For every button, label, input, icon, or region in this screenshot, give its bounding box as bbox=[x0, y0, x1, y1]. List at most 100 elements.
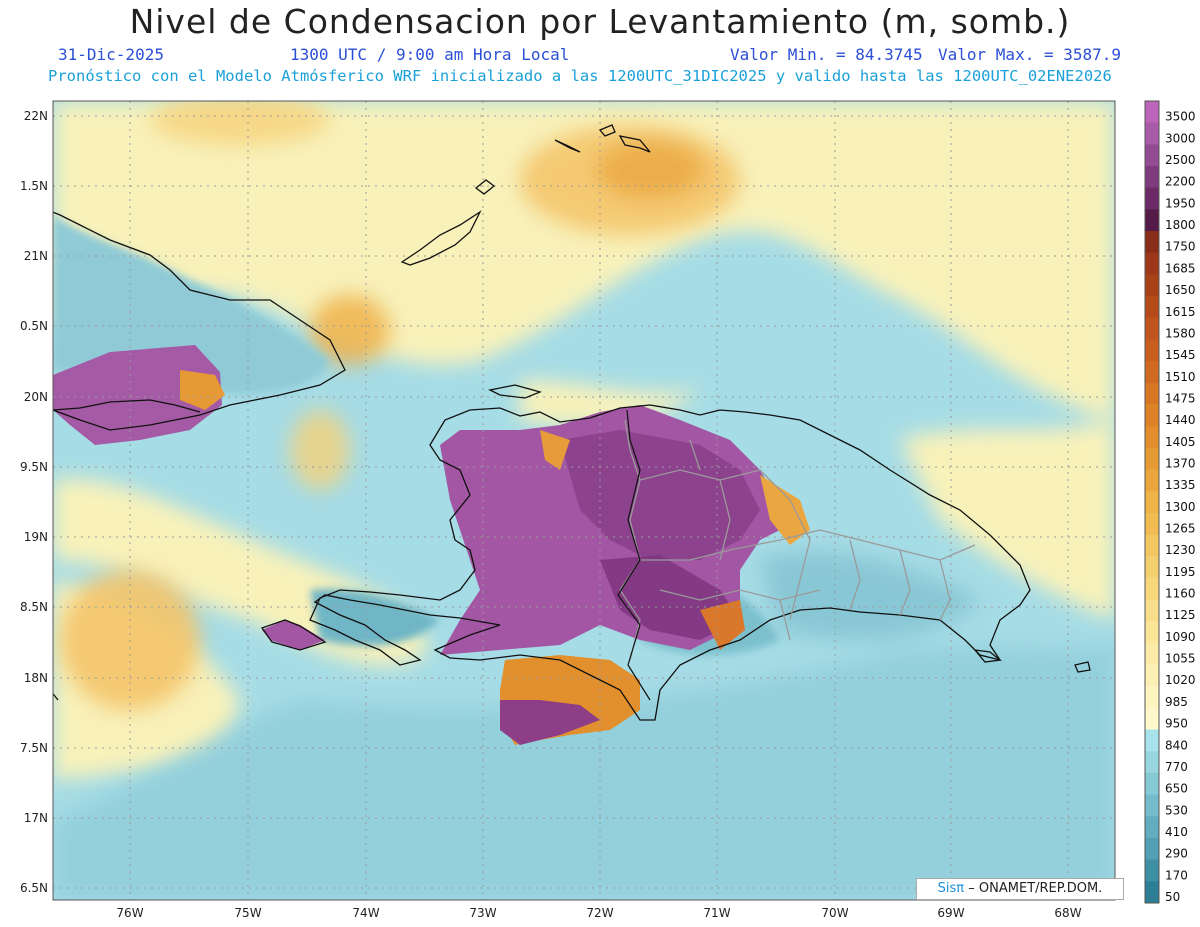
colorbar-label: 1580 bbox=[1165, 326, 1196, 340]
colorbar-swatch bbox=[1145, 772, 1159, 796]
colorbar-label: 3500 bbox=[1165, 110, 1196, 124]
credit-text: – ONAMET/REP.DOM. bbox=[968, 881, 1103, 896]
colorbar-label: 1750 bbox=[1165, 240, 1196, 254]
colorbar-swatch bbox=[1145, 252, 1159, 275]
colorbar-label: 290 bbox=[1165, 847, 1188, 861]
colorbar-label: 985 bbox=[1165, 695, 1188, 709]
colorbar-swatch bbox=[1145, 729, 1159, 752]
colorbar-label: 1950 bbox=[1165, 196, 1196, 210]
lat-label: 22N bbox=[24, 109, 48, 123]
colorbar-swatch bbox=[1145, 209, 1159, 232]
colorbar-swatch bbox=[1145, 166, 1159, 189]
lon-label: 72W bbox=[586, 906, 613, 920]
colorbar-swatch bbox=[1145, 794, 1159, 817]
colorbar-label: 1440 bbox=[1165, 413, 1196, 427]
colorbar-swatch bbox=[1145, 144, 1159, 167]
map-title: Nivel de Condensacion por Levantamiento … bbox=[129, 2, 1071, 41]
colorbar-label: 1090 bbox=[1165, 630, 1196, 644]
colorbar-label: 1370 bbox=[1165, 456, 1196, 470]
colorbar-label: 1650 bbox=[1165, 283, 1196, 297]
colorbar-swatch bbox=[1145, 512, 1159, 536]
colorbar-label: 2500 bbox=[1165, 153, 1196, 167]
lon-label: 76W bbox=[116, 906, 143, 920]
coastlines bbox=[53, 124, 1091, 721]
colorbar-swatch bbox=[1145, 534, 1159, 557]
longitude-labels: 76W 75W 74W 73W 72W 71W 70W 69W 68W bbox=[116, 906, 1081, 920]
lat-label: 8.5N bbox=[20, 600, 48, 614]
colorbar-swatch bbox=[1145, 382, 1159, 405]
colorbar-swatch bbox=[1145, 361, 1159, 384]
colorbar-swatch bbox=[1145, 491, 1159, 514]
lat-label: 6.5N bbox=[20, 881, 48, 895]
lon-label: 70W bbox=[821, 906, 848, 920]
colorbar-swatch bbox=[1145, 859, 1159, 882]
colorbar-label: 3000 bbox=[1165, 131, 1196, 145]
lon-label: 71W bbox=[703, 906, 730, 920]
colorbar-swatch bbox=[1145, 231, 1159, 254]
colorbar-swatch bbox=[1145, 101, 1159, 124]
colorbar-label: 1335 bbox=[1165, 478, 1196, 492]
colorbar-label: 1265 bbox=[1165, 522, 1196, 536]
colorbar-swatch bbox=[1145, 686, 1159, 709]
colorbar-label: 1020 bbox=[1165, 673, 1196, 687]
colorbar-label: 1475 bbox=[1165, 391, 1196, 405]
colorbar-swatch bbox=[1145, 447, 1159, 470]
lat-label: 7.5N bbox=[20, 741, 48, 755]
colorbar-swatch bbox=[1145, 642, 1159, 666]
lon-label: 74W bbox=[352, 906, 379, 920]
colorbar: 3500 3000 2500 2200 1950 1800 1750 1685 1650 1615… bbox=[1144, 100, 1196, 904]
colorbar-swatch bbox=[1145, 404, 1159, 427]
colorbar-swatch bbox=[1145, 274, 1159, 297]
min-value: Valor Min. = 84.3745 bbox=[730, 45, 923, 64]
colorbar-label: 2200 bbox=[1165, 175, 1196, 189]
colorbar-label: 1405 bbox=[1165, 435, 1196, 449]
province-borders bbox=[619, 419, 976, 661]
lat-label: 20N bbox=[24, 390, 48, 404]
colorbar-label: 950 bbox=[1165, 717, 1188, 731]
lat-label: 19N bbox=[24, 530, 48, 544]
colorbar-swatch bbox=[1145, 187, 1159, 210]
colorbar-swatch bbox=[1145, 296, 1159, 319]
colorbar-label: 1125 bbox=[1165, 608, 1196, 622]
colorbar-swatch bbox=[1145, 556, 1159, 579]
max-value: Valor Max. = 3587.9 bbox=[938, 45, 1122, 64]
colorbar-frame bbox=[1144, 100, 1160, 904]
colorbar-label: 50 bbox=[1165, 890, 1180, 904]
lat-label: 1.5N bbox=[20, 179, 48, 193]
lcl-shading bbox=[53, 101, 1115, 900]
colorbar-swatch bbox=[1145, 339, 1159, 362]
lon-label: 75W bbox=[234, 906, 261, 920]
colorbar-swatch bbox=[1145, 122, 1159, 145]
colorbar-swatch bbox=[1145, 317, 1159, 340]
credit-box: Sisπ – ONAMET/REP.DOM. bbox=[916, 878, 1124, 900]
colorbar-label: 840 bbox=[1165, 738, 1188, 752]
lat-label: 18N bbox=[24, 671, 48, 685]
colorbar-label: 1685 bbox=[1165, 261, 1196, 275]
colorbar-label: 530 bbox=[1165, 803, 1188, 817]
sispi-logo-text: Sisπ bbox=[937, 881, 965, 896]
colorbar-swatch bbox=[1145, 621, 1159, 644]
latitude-labels: 22N 1.5N 21N 0.5N 20N 9.5N 19N 8.5N 18N … bbox=[20, 109, 48, 895]
colorbar-label: 1615 bbox=[1165, 305, 1196, 319]
colorbar-swatch bbox=[1145, 837, 1159, 861]
lon-label: 69W bbox=[937, 906, 964, 920]
colorbar-label: 1160 bbox=[1165, 587, 1196, 601]
lat-label: 17N bbox=[24, 811, 48, 825]
model-subtitle: Pronóstico con el Modelo Atmósferico WRF… bbox=[48, 67, 1112, 85]
lat-lon-grid bbox=[53, 101, 1115, 900]
forecast-date: 31-Dic-2025 bbox=[58, 45, 164, 64]
colorbar-swatch bbox=[1145, 881, 1159, 904]
colorbar-swatch bbox=[1145, 426, 1159, 449]
colorbar-label: 1800 bbox=[1165, 218, 1196, 232]
colorbar-label: 770 bbox=[1165, 760, 1188, 774]
colorbar-swatch bbox=[1145, 751, 1159, 774]
colorbar-swatch bbox=[1145, 664, 1159, 687]
colorbar-swatch bbox=[1145, 577, 1159, 601]
colorbar-label: 1195 bbox=[1165, 565, 1196, 579]
colorbar-swatch bbox=[1145, 816, 1159, 839]
lat-label: 0.5N bbox=[20, 319, 48, 333]
lon-label: 68W bbox=[1054, 906, 1081, 920]
lat-label: 9.5N bbox=[20, 460, 48, 474]
forecast-time: 1300 UTC / 9:00 am Hora Local bbox=[290, 45, 570, 64]
